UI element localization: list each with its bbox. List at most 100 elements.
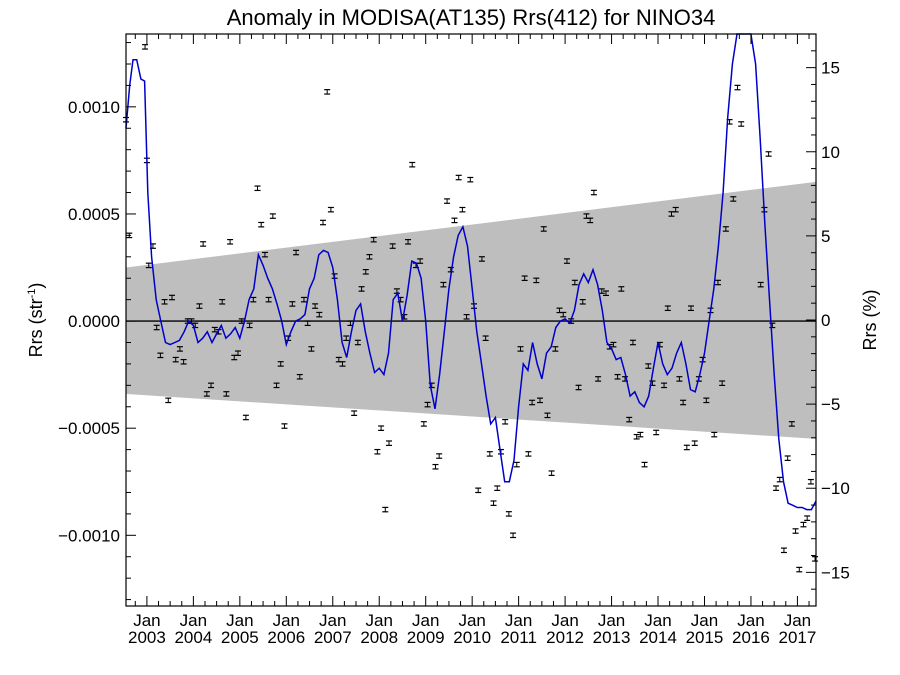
data-point: [738, 121, 745, 127]
data-point: [265, 296, 272, 303]
data-point: [440, 281, 447, 288]
data-point: [590, 189, 597, 196]
data-point: [203, 391, 210, 397]
data-point: [296, 373, 303, 380]
data-point: [661, 382, 668, 389]
data-point: [417, 258, 424, 264]
uncertainty-band: [126, 181, 816, 439]
x-tick-year-label: 2005: [221, 628, 259, 647]
y-tick-label: −0.0005: [58, 419, 120, 438]
x-tick-year-label: 2009: [407, 628, 445, 647]
data-point: [432, 463, 439, 470]
data-point: [812, 556, 819, 562]
data-point: [719, 380, 726, 386]
data-point: [304, 320, 311, 327]
data-point: [757, 281, 764, 288]
x-tick-year-label: 2016: [732, 628, 770, 647]
x-tick-month-label: Jan: [319, 611, 346, 630]
x-tick-year-label: 2012: [546, 628, 584, 647]
data-point: [370, 236, 377, 243]
data-point: [641, 461, 648, 468]
tick-marks: [126, 33, 816, 607]
data-point: [711, 431, 718, 438]
data-point: [172, 356, 179, 363]
x-tick-year-label: 2006: [267, 628, 305, 647]
x-tick-month-label: Jan: [598, 611, 625, 630]
data-point: [378, 425, 385, 431]
data-point: [525, 451, 532, 457]
data-point: [579, 298, 586, 305]
data-point: [362, 268, 369, 275]
data-point: [517, 346, 524, 352]
data-point: [664, 305, 671, 312]
y-tick-label: 0.0000: [68, 312, 120, 331]
data-point: [800, 521, 807, 528]
data-point: [455, 174, 462, 181]
data-point: [169, 294, 175, 301]
data-point: [614, 373, 621, 380]
data-point: [680, 399, 687, 406]
chart-title: Anomaly in MODISA(AT135) Rrs(412) for NI…: [227, 5, 716, 30]
data-point: [339, 361, 346, 367]
data-point: [300, 296, 307, 303]
data-point: [490, 500, 497, 506]
x-tick-month-label: Jan: [737, 611, 764, 630]
data-point: [571, 279, 578, 286]
data-point: [161, 298, 168, 305]
x-tick-month-label: Jan: [784, 611, 811, 630]
y-axis-label-left: Rrs (str-1): [26, 283, 46, 358]
data-point: [653, 429, 660, 436]
data-point: [261, 251, 268, 258]
x-tick-month-label: Jan: [133, 611, 160, 630]
data-point: [405, 239, 412, 245]
data-point: [796, 566, 803, 573]
smoothed-line: [125, 33, 817, 511]
data-point: [563, 258, 570, 264]
data-point: [730, 196, 737, 202]
x-tick-month-label: Jan: [412, 611, 439, 630]
data-point: [637, 431, 644, 438]
data-point: [153, 324, 160, 331]
data-point: [273, 382, 280, 389]
data-point: [293, 249, 300, 256]
x-tick-month-label: Jan: [644, 611, 671, 630]
data-point: [529, 399, 536, 406]
data-point: [714, 279, 721, 286]
data-point: [409, 161, 416, 168]
data-point: [250, 296, 257, 303]
data-point: [676, 376, 683, 382]
data-point: [277, 361, 284, 367]
data-point: [502, 418, 509, 425]
data-point: [180, 358, 187, 365]
data-point: [289, 301, 296, 307]
data-point: [420, 421, 427, 427]
data-point: [142, 44, 149, 50]
data-point: [196, 303, 203, 309]
x-tick-year-label: 2015: [686, 628, 724, 647]
data-point: [672, 206, 679, 213]
y-axis-label-left-superscript: -1: [26, 289, 38, 299]
data-point: [486, 451, 493, 457]
data-point: [548, 470, 555, 476]
data-point: [610, 341, 617, 348]
x-tick-month-label: Jan: [180, 611, 207, 630]
x-tick-year-label: 2007: [314, 628, 352, 647]
data-point: [382, 506, 389, 513]
data-point: [788, 421, 795, 427]
data-point: [537, 397, 543, 404]
data-point: [765, 151, 772, 157]
data-point: [784, 455, 791, 461]
x-tick-year-label: 2014: [639, 628, 677, 647]
data-point: [629, 339, 636, 346]
data-point: [521, 275, 528, 282]
x-tick-year-label: 2008: [360, 628, 398, 647]
data-point: [246, 322, 253, 329]
x-tick-month-label: Jan: [226, 611, 253, 630]
data-point: [208, 382, 215, 389]
data-point: [308, 346, 315, 352]
data-point: [324, 89, 331, 95]
data-point: [444, 198, 451, 204]
data-point: [385, 440, 392, 446]
data-point: [505, 511, 512, 517]
